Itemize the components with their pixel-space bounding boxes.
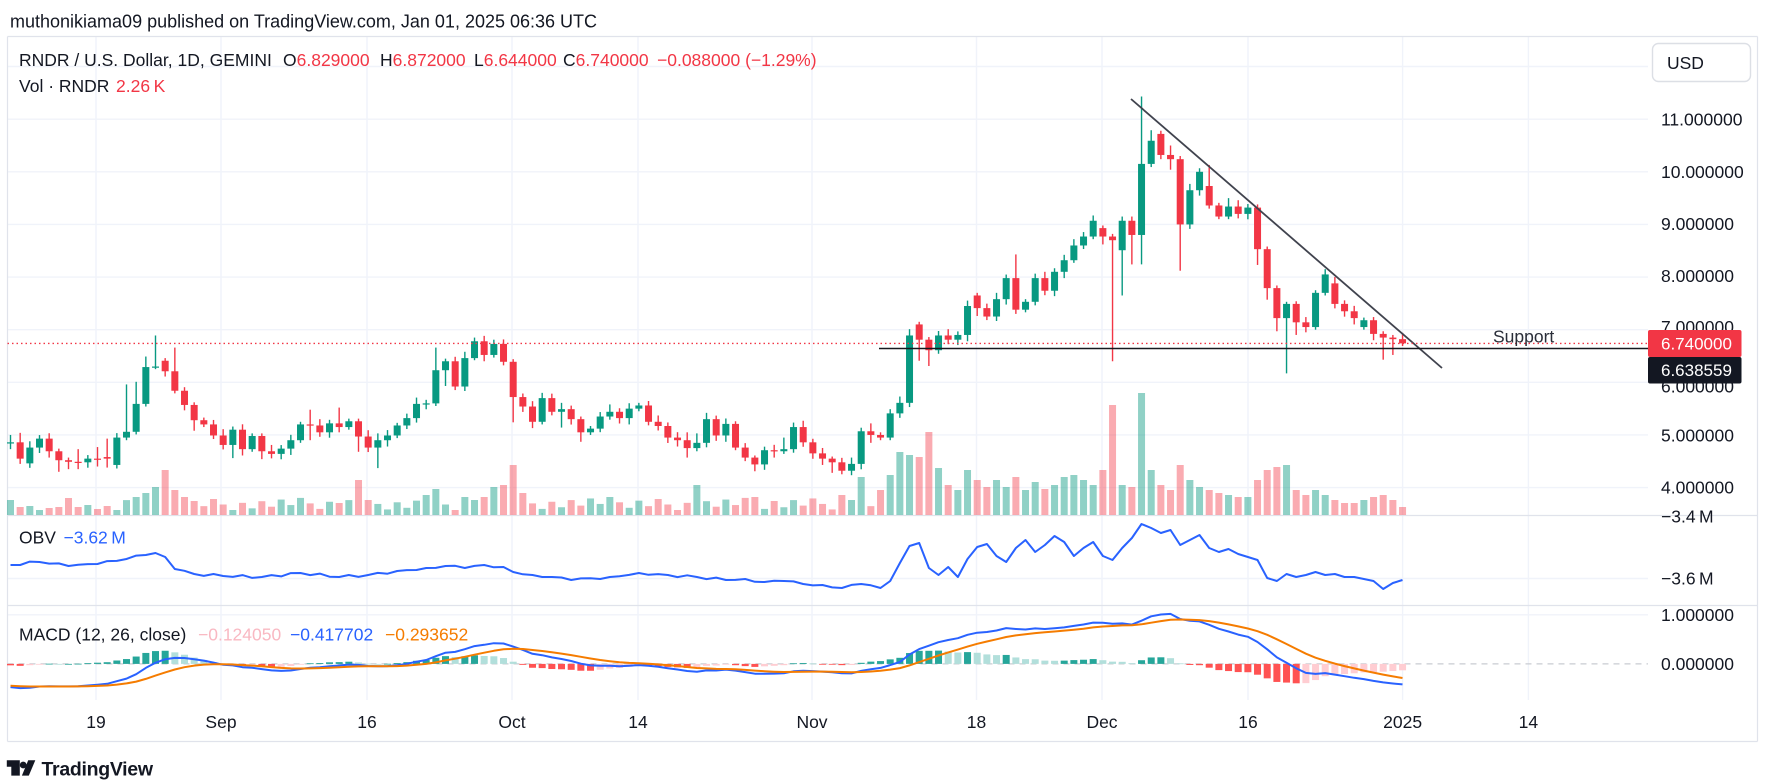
svg-text:−3.6 M: −3.6 M <box>1661 569 1714 589</box>
svg-text:Oct: Oct <box>498 712 525 732</box>
svg-text:11.000000: 11.000000 <box>1661 109 1743 129</box>
svg-text:−3.4 M: −3.4 M <box>1661 507 1714 527</box>
svg-text:1.000000: 1.000000 <box>1661 605 1734 625</box>
svg-text:19: 19 <box>86 712 105 732</box>
svg-text:10.000000: 10.000000 <box>1661 162 1744 182</box>
svg-text:L6.644000: L6.644000 <box>474 50 557 70</box>
svg-text:muthonikiama09 published on Tr: muthonikiama09 published on TradingView.… <box>10 11 597 31</box>
svg-text:RNDR / U.S. Dollar, 1D, GEMINI: RNDR / U.S. Dollar, 1D, GEMINI <box>19 50 272 70</box>
svg-text:Sep: Sep <box>205 712 236 732</box>
svg-text:5.000000: 5.000000 <box>1661 425 1734 445</box>
svg-text:Vol · RNDR 2.26 K: Vol · RNDR 2.26 K <box>19 76 166 96</box>
svg-text:MACD (12, 26, close) −0.124050: MACD (12, 26, close) −0.124050 −0.417702−… <box>19 625 468 645</box>
svg-text:C6.740000: C6.740000 <box>563 50 649 70</box>
svg-text:TradingView: TradingView <box>42 759 154 781</box>
svg-text:OBV −3.62 M: OBV −3.62 M <box>19 528 126 548</box>
svg-text:USD: USD <box>1667 53 1704 73</box>
svg-text:16: 16 <box>357 712 376 732</box>
svg-text:−0.088000 (−1.29%): −0.088000 (−1.29%) <box>657 50 817 70</box>
svg-text:H6.872000: H6.872000 <box>380 50 466 70</box>
svg-text:Dec: Dec <box>1086 712 1117 732</box>
svg-text:2025: 2025 <box>1383 712 1422 732</box>
svg-text:Nov: Nov <box>796 712 827 732</box>
svg-text:9.000000: 9.000000 <box>1661 214 1734 234</box>
svg-text:0.000000: 0.000000 <box>1661 654 1734 674</box>
svg-text:18: 18 <box>967 712 986 732</box>
svg-text:O6.829000: O6.829000 <box>283 50 370 70</box>
svg-text:14: 14 <box>1519 712 1539 732</box>
svg-text:Support: Support <box>1493 327 1554 347</box>
svg-text:6.740000: 6.740000 <box>1661 334 1732 353</box>
svg-text:4.000000: 4.000000 <box>1661 478 1734 498</box>
svg-text:6.638559: 6.638559 <box>1661 361 1732 380</box>
svg-text:14: 14 <box>628 712 648 732</box>
svg-text:16: 16 <box>1238 712 1257 732</box>
svg-text:8.000000: 8.000000 <box>1661 266 1734 286</box>
